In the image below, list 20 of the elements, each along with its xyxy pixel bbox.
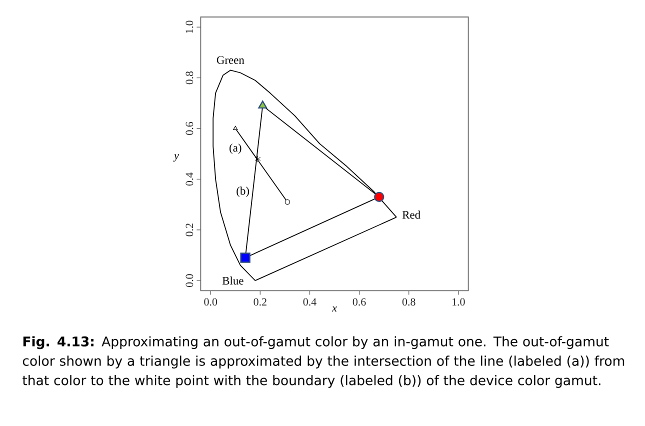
x-axis-title: x — [332, 306, 337, 312]
x-tick-label: 0.2 — [254, 298, 266, 306]
y-tick-label: 0.4 — [186, 172, 194, 186]
x-tick-label: 0.4 — [303, 298, 316, 306]
annotation: Green — [216, 56, 244, 64]
x-tick-label: 1.0 — [452, 298, 465, 306]
y-tick-label: 1.0 — [186, 20, 194, 34]
annotation: Blue — [222, 276, 244, 285]
y-tick-label: 0.0 — [186, 274, 194, 287]
y-tick-label: 0.2 — [186, 224, 194, 236]
x-tick-label: 0.6 — [352, 298, 366, 306]
x-tick-label: 0.8 — [402, 298, 416, 306]
y-axis-title: y — [173, 154, 179, 162]
annotation: (a) — [230, 144, 242, 154]
text: Fig. 4.13: Approximating an out-of-gamut color by an in-gamut one. The out-of-gamut color shown by a triangle is approximated by the intersection of the line (labeled (a)) from that color to the white point with the boundary (labeled (b)) of the device color gamut. — [22, 336, 624, 388]
y-tick-label: 0.8 — [186, 71, 194, 84]
annotation: Red — [402, 210, 420, 219]
x-tick-label: 0.0 — [204, 298, 218, 306]
y-tick-label: 0.6 — [186, 122, 194, 135]
annotation: (b) — [236, 186, 250, 198]
